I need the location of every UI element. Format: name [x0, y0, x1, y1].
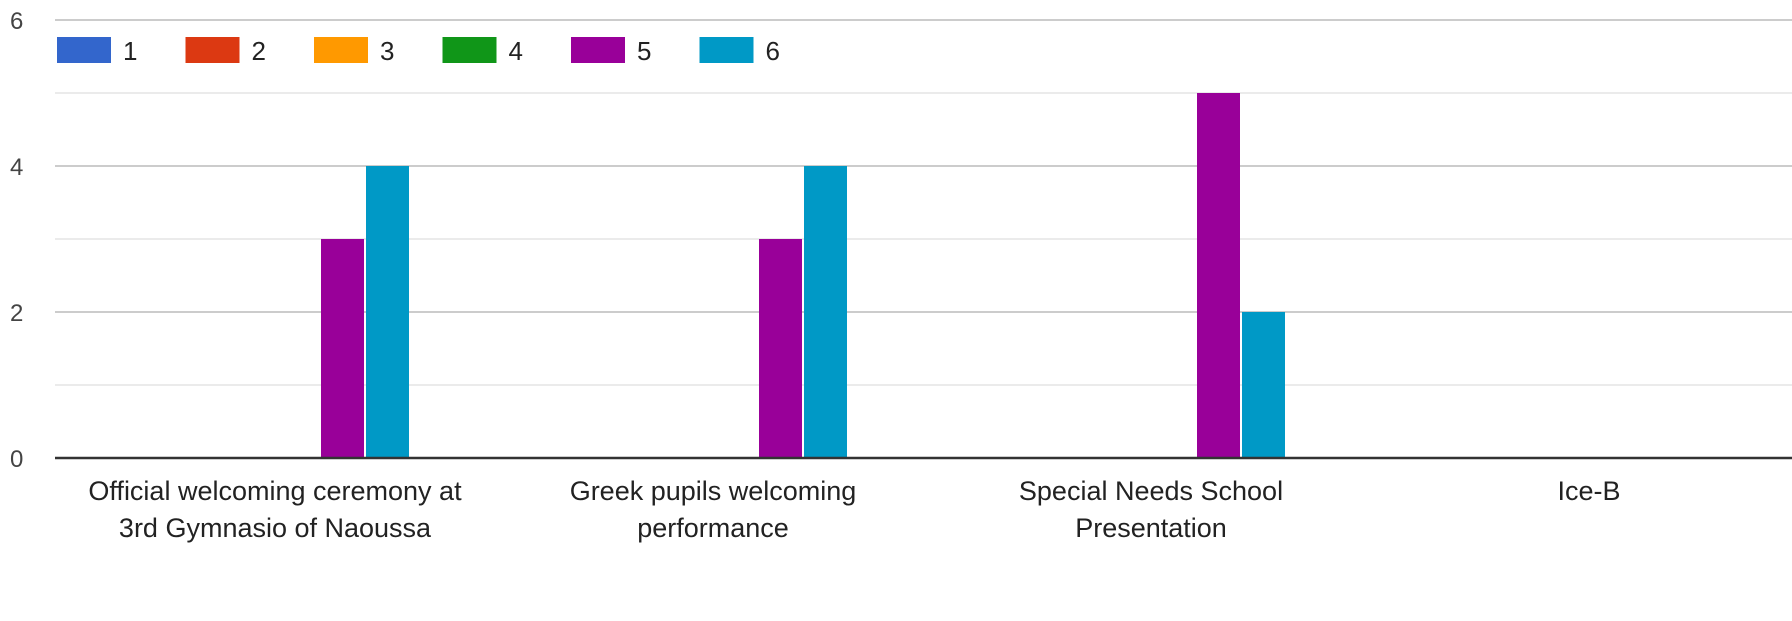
category-label: Greek pupils welcoming performance — [570, 476, 857, 543]
category-label: Official welcoming ceremony at 3rd Gymnas… — [88, 476, 462, 543]
bar-series-6-cat-0[interactable] — [366, 166, 409, 458]
legend-swatch — [57, 37, 111, 63]
legend-label: 4 — [509, 36, 523, 66]
bars — [321, 93, 1285, 458]
y-axis-ticks: 0 2 4 6 — [10, 8, 23, 473]
y-tick-label: 4 — [10, 154, 23, 181]
legend-item-4[interactable]: 4 — [442, 36, 523, 66]
legend-item-1[interactable]: 1 — [57, 36, 137, 66]
legend-swatch — [185, 37, 240, 63]
y-tick-label: 6 — [10, 8, 23, 35]
y-tick-label: 0 — [10, 446, 23, 473]
bar-series-5-cat-0[interactable] — [321, 239, 364, 458]
legend-label: 3 — [380, 36, 394, 66]
bar-series-6-cat-2[interactable] — [1242, 312, 1285, 458]
legend-swatch — [571, 37, 625, 63]
legend-item-3[interactable]: 3 — [314, 36, 394, 66]
legend-item-5[interactable]: 5 — [571, 36, 651, 66]
legend-swatch — [314, 37, 368, 63]
legend-label: 5 — [637, 36, 651, 66]
legend-label: 6 — [766, 36, 780, 66]
legend-label: 2 — [252, 36, 266, 66]
category-label: Special Needs School Presentation — [1019, 476, 1283, 543]
legend-swatch — [442, 37, 497, 63]
category-labels: Official welcoming ceremony at 3rd Gymnas… — [88, 476, 1620, 543]
bar-series-5-cat-1[interactable] — [759, 239, 802, 458]
category-label: Ice-B — [1557, 476, 1620, 506]
legend: 1 2 3 4 5 6 — [57, 36, 780, 66]
gridlines — [55, 19, 1792, 386]
y-tick-label: 2 — [10, 300, 23, 327]
legend-swatch — [699, 37, 754, 63]
legend-item-6[interactable]: 6 — [699, 36, 780, 66]
bar-series-5-cat-2[interactable] — [1197, 93, 1240, 458]
legend-label: 1 — [123, 36, 137, 66]
legend-item-2[interactable]: 2 — [185, 36, 266, 66]
bar-series-6-cat-1[interactable] — [804, 166, 847, 458]
